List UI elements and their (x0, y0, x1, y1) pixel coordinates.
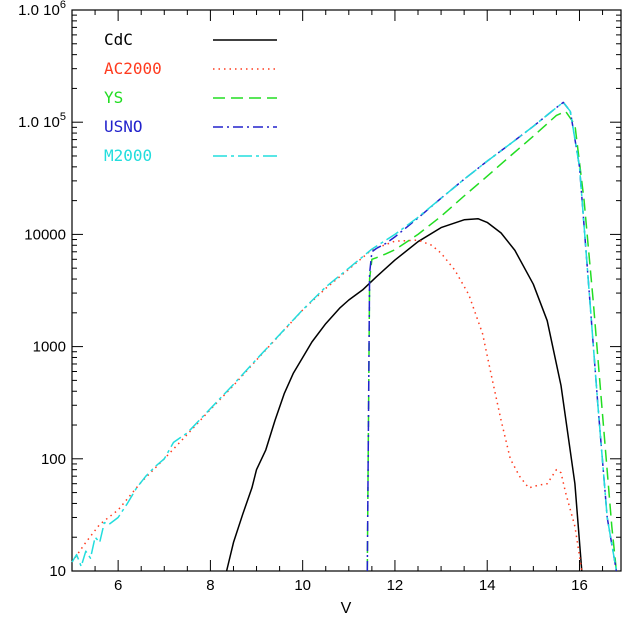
series-line-m2000 (71, 101, 618, 572)
legend-label: CdC (104, 30, 133, 49)
legend: CdC AC2000 YS USNO M2000 (104, 30, 277, 165)
y-tick-label: 10 (49, 563, 66, 580)
series-line-usno (366, 101, 618, 572)
legend-label: M2000 (104, 146, 152, 165)
plot-frame (71, 9, 622, 572)
axis-ticks (72, 10, 621, 572)
x-tick-label: 8 (206, 577, 214, 594)
legend-label: YS (104, 88, 123, 107)
y-tick-label: 100 (41, 451, 66, 468)
y-tick-label: 1000 (33, 339, 66, 356)
x-axis-title: V (341, 600, 352, 617)
x-tick-label: 16 (571, 577, 588, 594)
legend-label: USNO (104, 117, 143, 136)
axis-tick-labels: 6 8 10 12 14 16 10 100 1000 10000 1.0 105 1.0 106 (18, 0, 588, 594)
y-tick-label: 1.0 105 (18, 111, 66, 131)
x-tick-label: 14 (479, 577, 496, 594)
legend-label: AC2000 (104, 59, 162, 78)
series-line-ys (366, 110, 618, 572)
x-tick-label: 10 (294, 577, 311, 594)
x-tick-label: 6 (114, 577, 122, 594)
series-line-cdc (225, 217, 583, 572)
x-tick-label: 12 (387, 577, 404, 594)
y-tick-label: 1.0 106 (18, 0, 66, 19)
y-tick-label: 10000 (24, 226, 66, 243)
series-line-ac2000 (71, 239, 583, 572)
series-lines (71, 101, 618, 572)
